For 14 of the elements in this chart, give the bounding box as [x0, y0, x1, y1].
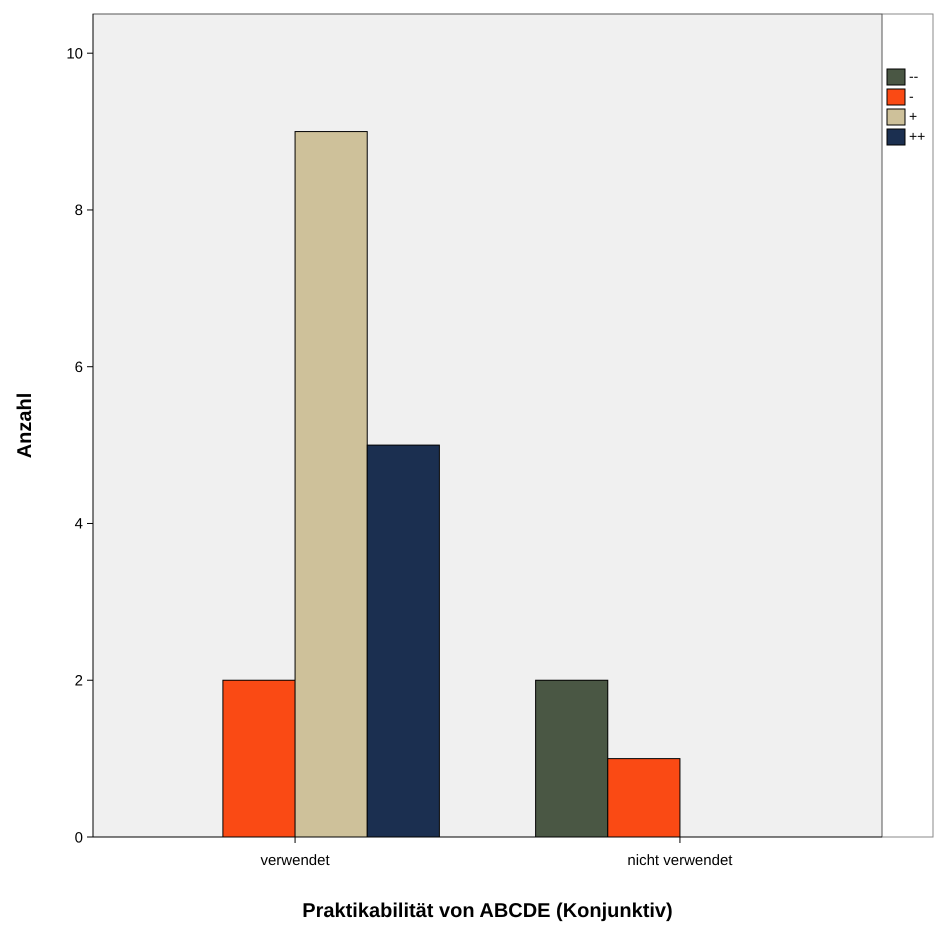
legend-label: -- — [909, 68, 919, 84]
x-tick-label: verwendet — [260, 852, 330, 869]
y-axis-title: Anzahl — [14, 392, 36, 458]
legend-label: + — [909, 108, 918, 124]
y-tick-label: 2 — [74, 672, 83, 690]
legend-label: ++ — [909, 128, 926, 144]
legend-label: - — [909, 88, 914, 104]
y-tick-label: 6 — [74, 358, 83, 376]
x-tick-label: nicht verwendet — [627, 852, 734, 869]
y-tick-label: 0 — [74, 829, 83, 846]
x-axis-title: Praktikabilität von ABCDE (Konjunktiv) — [302, 900, 673, 922]
y-tick-label: 4 — [74, 516, 83, 533]
y-tick-label: 8 — [74, 202, 83, 220]
y-tick-label: 10 — [66, 45, 83, 62]
